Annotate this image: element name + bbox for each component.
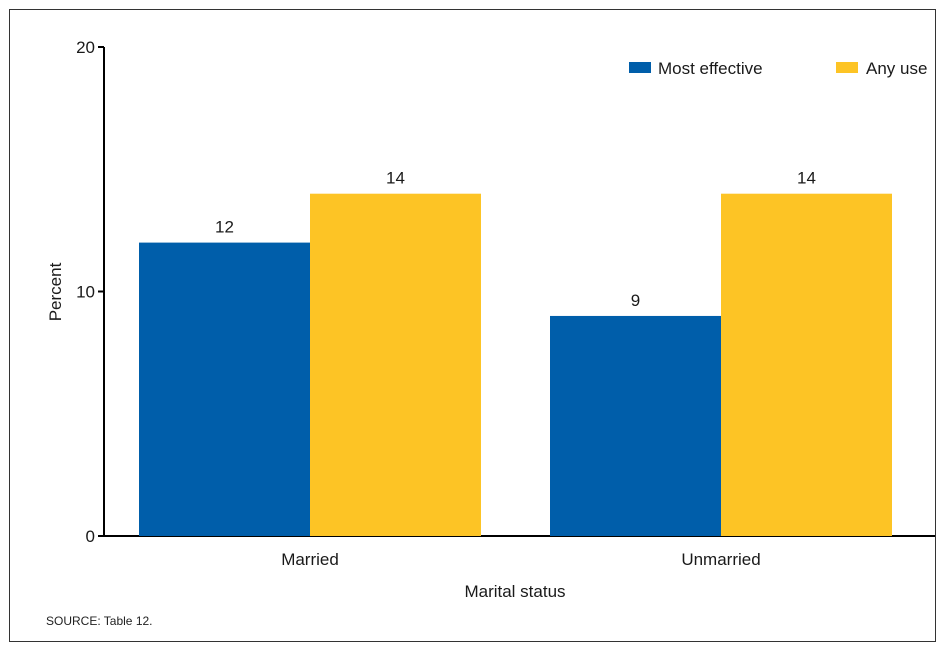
y-tick-label: 10	[76, 283, 95, 302]
bar-value-label: 14	[386, 169, 405, 188]
legend-swatch-most-effective	[629, 62, 651, 73]
legend: Most effective Any use	[629, 59, 927, 78]
bars	[139, 193, 892, 536]
x-tick-label-unmarried: Unmarried	[681, 550, 760, 569]
bar-value-label: 12	[215, 218, 234, 237]
bar-labels: 12 14 9 14	[215, 169, 816, 310]
bar-most-effective-married	[139, 242, 310, 536]
x-tick-label-married: Married	[281, 550, 339, 569]
bar-any-use-married	[310, 193, 481, 536]
y-tick-label: 0	[86, 527, 95, 546]
y-axis-title: Percent	[46, 262, 65, 321]
bar-value-label: 9	[631, 291, 640, 310]
legend-swatch-any-use	[836, 62, 858, 73]
source-note: SOURCE: Table 12.	[46, 614, 153, 628]
legend-label-any-use: Any use	[866, 59, 927, 78]
x-tick-labels: Married Unmarried	[281, 550, 760, 569]
bar-any-use-unmarried	[721, 193, 892, 536]
y-tick-label: 20	[76, 38, 95, 57]
bar-value-label: 14	[797, 169, 816, 188]
y-ticks: 0 10 20	[76, 38, 104, 546]
bar-most-effective-unmarried	[550, 315, 721, 536]
x-axis-title: Marital status	[464, 582, 565, 601]
legend-label-most-effective: Most effective	[658, 59, 763, 78]
